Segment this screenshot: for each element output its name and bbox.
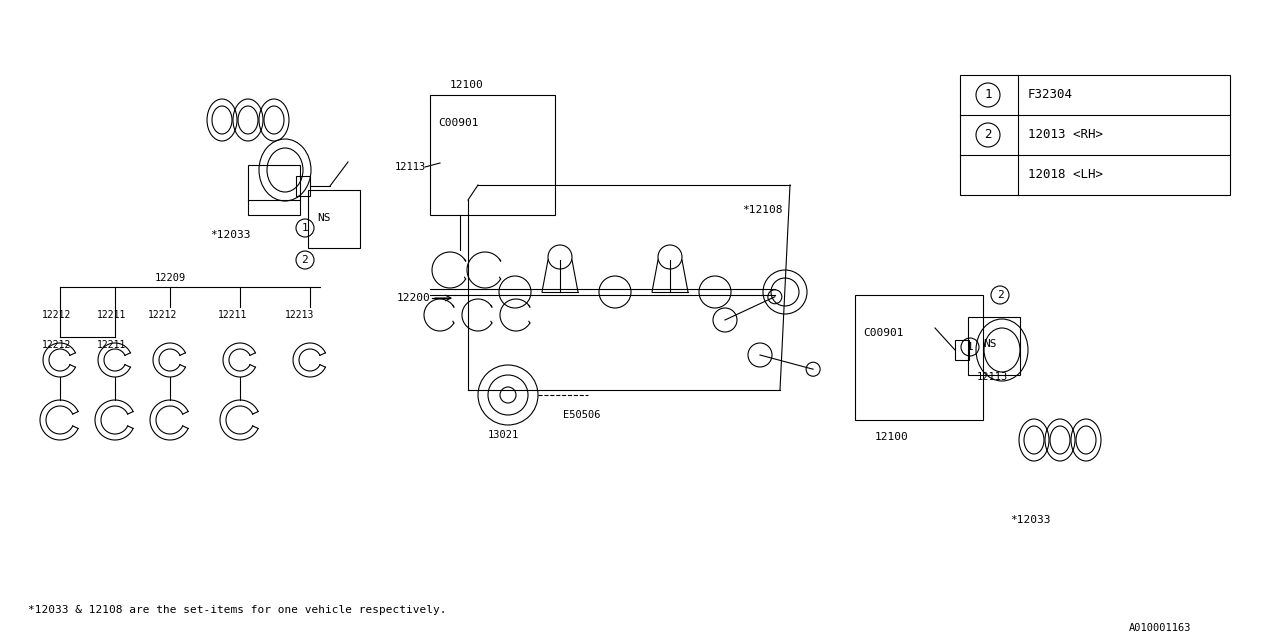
Text: C00901: C00901 (438, 118, 479, 128)
Text: 12013 <RH>: 12013 <RH> (1028, 129, 1103, 141)
Bar (308, 190, 360, 248)
Text: *12033: *12033 (210, 230, 251, 240)
Text: NS: NS (983, 339, 997, 349)
Text: 12100: 12100 (451, 80, 484, 90)
Text: F32304: F32304 (1028, 88, 1073, 102)
Text: 1: 1 (984, 88, 992, 102)
Text: C00901: C00901 (863, 328, 904, 338)
Text: 12212: 12212 (42, 340, 72, 350)
Text: 12113: 12113 (977, 372, 1009, 382)
Text: 12209: 12209 (155, 273, 187, 283)
Text: 12018 <LH>: 12018 <LH> (1028, 168, 1103, 182)
Text: 2: 2 (302, 255, 308, 265)
Text: *12033: *12033 (1010, 515, 1051, 525)
Text: 2: 2 (997, 290, 1004, 300)
Text: 13021: 13021 (488, 430, 520, 440)
Text: 12211: 12211 (97, 340, 127, 350)
Bar (430, 95, 556, 215)
Text: E50506: E50506 (563, 410, 600, 420)
Bar (248, 165, 300, 215)
Text: A010001163: A010001163 (1129, 623, 1192, 633)
Text: 1: 1 (302, 223, 308, 233)
Bar (968, 317, 1020, 375)
Bar (955, 340, 969, 360)
Text: 12213: 12213 (285, 310, 315, 320)
Text: 2: 2 (984, 129, 992, 141)
Text: 12100: 12100 (876, 432, 909, 442)
Bar (296, 176, 310, 196)
Text: *12108: *12108 (742, 205, 782, 215)
Text: 1: 1 (966, 342, 973, 352)
Text: *12033 & 12108 are the set-items for one vehicle respectively.: *12033 & 12108 are the set-items for one… (28, 605, 447, 615)
Text: 12113: 12113 (396, 162, 426, 172)
Text: 12212: 12212 (148, 310, 178, 320)
Text: 12200: 12200 (397, 293, 430, 303)
Text: NS: NS (317, 213, 330, 223)
Bar (855, 295, 983, 420)
Text: 12211: 12211 (218, 310, 247, 320)
Text: 12211: 12211 (97, 310, 127, 320)
Text: 12212: 12212 (42, 310, 72, 320)
Bar (960, 75, 1230, 195)
